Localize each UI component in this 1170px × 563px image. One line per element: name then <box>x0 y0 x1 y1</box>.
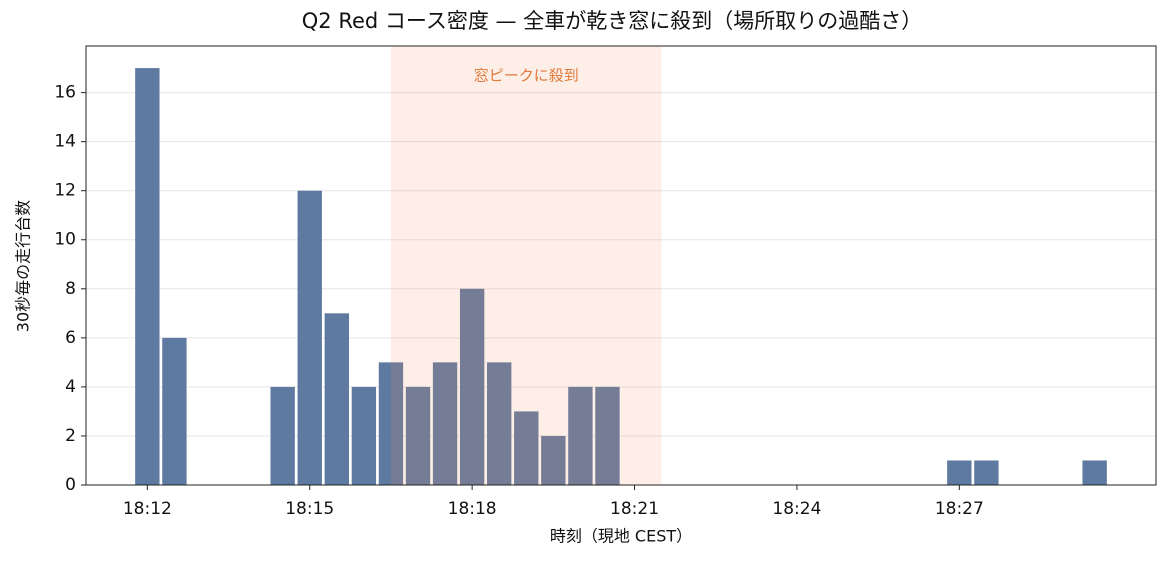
bar <box>324 313 349 485</box>
x-tick-label: 18:15 <box>285 499 334 519</box>
bar <box>459 288 485 485</box>
bar <box>162 337 187 485</box>
x-axis-label: 時刻（現地 CEST） <box>550 527 692 546</box>
bar <box>568 386 593 485</box>
highlight-span <box>390 46 662 485</box>
bar <box>378 362 404 485</box>
annotation: 窓ピークに殺到 <box>474 67 579 85</box>
x-tick-label: 18:18 <box>448 499 497 519</box>
x-tick-label: 18:12 <box>123 499 172 519</box>
bar <box>351 386 377 485</box>
bar <box>541 435 566 485</box>
bar <box>974 460 999 485</box>
y-tick-label: 10 <box>54 230 76 250</box>
bar <box>514 411 539 485</box>
y-tick-label: 4 <box>65 377 76 397</box>
y-tick-label: 0 <box>65 475 76 495</box>
bar <box>947 460 972 485</box>
y-tick-label: 14 <box>54 132 76 152</box>
bar <box>432 362 458 485</box>
plot-frame <box>85 45 1157 486</box>
x-tick-label: 18:24 <box>772 499 821 519</box>
bar <box>595 386 620 485</box>
chart-title: Q2 Red コース密度 — 全車が乾き窓に殺到（場所取りの過酷さ） <box>302 9 922 33</box>
bar <box>405 386 431 485</box>
bar <box>297 190 322 486</box>
bar <box>487 362 512 485</box>
x-tick-label: 18:21 <box>610 499 659 519</box>
y-tick-label: 8 <box>65 279 76 299</box>
y-tick-label: 6 <box>65 328 76 348</box>
y-axis-label: 30秒毎の走行台数 <box>14 200 33 332</box>
bar <box>270 386 295 485</box>
y-tick-label: 2 <box>65 426 76 446</box>
y-tick-label: 16 <box>54 83 76 103</box>
bar <box>1082 460 1107 485</box>
x-tick-label: 18:27 <box>935 499 984 519</box>
y-tick-label: 12 <box>54 181 76 201</box>
bar <box>135 68 160 485</box>
